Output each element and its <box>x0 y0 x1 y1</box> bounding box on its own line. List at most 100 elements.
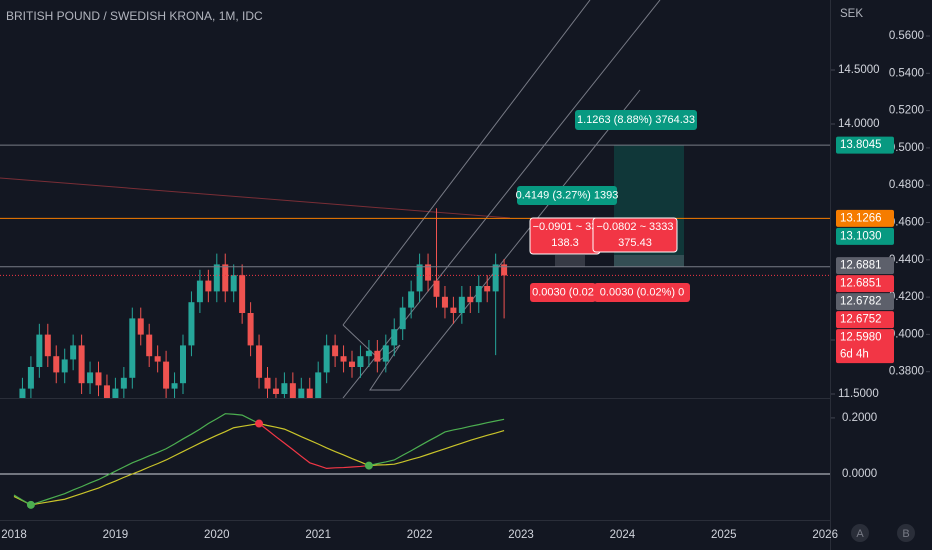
candle-body <box>27 367 34 389</box>
price-badge <box>836 257 894 275</box>
annotation-text: −0.0901 ~ 33 <box>533 221 598 233</box>
candle-body <box>188 302 195 346</box>
price-badge <box>836 275 894 293</box>
candle-body <box>230 275 237 292</box>
price-badge-label: 12.6851 <box>840 278 882 290</box>
y2-tick-label: 0.4600 <box>889 217 924 229</box>
candle-body <box>53 356 60 373</box>
candle-body <box>239 275 246 313</box>
scale-button[interactable] <box>897 524 915 542</box>
y-tick-label: 11.5000 <box>838 388 879 400</box>
countdown: 6d 4h <box>840 349 869 361</box>
candle-body <box>222 264 229 292</box>
candle-body <box>78 345 85 384</box>
candle-body <box>501 264 508 276</box>
price-badge-label: 12.5980 <box>840 332 882 344</box>
annotation-box <box>530 283 596 302</box>
y2-tick-label: 0.5000 <box>889 142 924 154</box>
x-tick-label: 2019 <box>103 529 129 541</box>
trend-line <box>0 177 511 219</box>
price-badge <box>836 329 894 364</box>
price-badge-label: 12.6782 <box>840 296 882 308</box>
annotation-text: 0.4149 (3.27%) 1393 <box>516 189 619 201</box>
candle-body <box>87 372 94 384</box>
y2-tick-label: 0.4400 <box>889 254 924 266</box>
candle-body <box>213 264 220 292</box>
candle-body <box>196 280 203 303</box>
price-badge <box>836 209 894 227</box>
candle-body <box>408 291 415 308</box>
position-zone <box>614 255 684 267</box>
y2-tick-label: 0.4000 <box>889 328 924 340</box>
candle-body <box>70 345 77 360</box>
price-badge <box>836 136 894 154</box>
currency-label: SEK <box>840 8 863 20</box>
price-badge-label: 12.6881 <box>840 260 882 272</box>
candle-body <box>272 388 279 395</box>
indicator-tick-label: 0.0000 <box>842 468 877 480</box>
annotation-text: 1.1263 (8.88%) 3764.33 <box>577 114 695 126</box>
candle-body <box>171 383 178 389</box>
y2-tick-label: 0.4200 <box>889 291 924 303</box>
annotation-box <box>592 217 678 253</box>
chart-title: BRITISH POUND / SWEDISH KRONA, 1M, IDC <box>6 9 263 23</box>
candle-body <box>137 318 144 335</box>
candle-body <box>323 345 330 373</box>
price-badge <box>836 293 894 311</box>
candle-body <box>289 383 296 398</box>
price-badge <box>836 311 894 329</box>
candle-body <box>357 356 364 368</box>
candle-body <box>391 329 398 346</box>
candle-body <box>129 318 136 378</box>
y2-tick-label: 0.5600 <box>889 30 924 42</box>
x-tick-label: 2020 <box>204 529 230 541</box>
candle-body <box>264 377 271 389</box>
price-badge-label: 13.8045 <box>840 139 882 151</box>
annotation-box <box>594 283 690 302</box>
channel-line <box>342 0 591 326</box>
candle-body <box>61 359 68 373</box>
candle-body <box>154 356 161 362</box>
y2-tick-label: 0.3800 <box>889 366 924 378</box>
y2-tick-label: 0.4800 <box>889 179 924 191</box>
x-tick-label: 2023 <box>508 529 534 541</box>
annotation-text: −0.0802 ~ 3333 <box>596 221 673 233</box>
price-badge <box>836 227 894 245</box>
candle-body <box>205 280 212 292</box>
cross-dot <box>255 419 264 428</box>
candle-body <box>399 307 406 330</box>
x-tick-label: 2021 <box>305 529 331 541</box>
channel-line <box>399 89 641 391</box>
candle-body <box>365 350 372 357</box>
x-tick-label: 2022 <box>407 529 433 541</box>
candle-body <box>95 372 102 386</box>
annotation-text: 138.3 <box>551 237 579 249</box>
candle-body <box>467 296 474 303</box>
candle-body <box>163 361 170 389</box>
candle-body <box>349 361 355 368</box>
candle-body <box>458 296 465 313</box>
candle-body <box>484 285 491 292</box>
y-tick-label: 14.0000 <box>838 118 880 130</box>
candle-body <box>340 356 347 362</box>
y2-tick-label: 0.5200 <box>889 105 924 117</box>
annotation-text: 375.43 <box>618 237 652 249</box>
candle-body <box>416 264 423 292</box>
candle-body <box>44 334 51 357</box>
scale-button[interactable] <box>851 524 869 542</box>
candle-body <box>36 334 43 368</box>
candle-body <box>450 307 457 313</box>
candle-body <box>441 296 448 308</box>
cross-dot <box>364 461 373 470</box>
pattern-lines <box>342 324 401 391</box>
position-zone <box>555 255 585 267</box>
y-tick-label: 14.5000 <box>838 64 880 76</box>
candle-body <box>475 285 482 303</box>
candle-body <box>247 312 254 346</box>
candle-body <box>306 388 313 398</box>
cross-dot <box>26 500 35 509</box>
x-tick-label: 2026 <box>812 529 838 541</box>
candle-body <box>298 388 305 398</box>
